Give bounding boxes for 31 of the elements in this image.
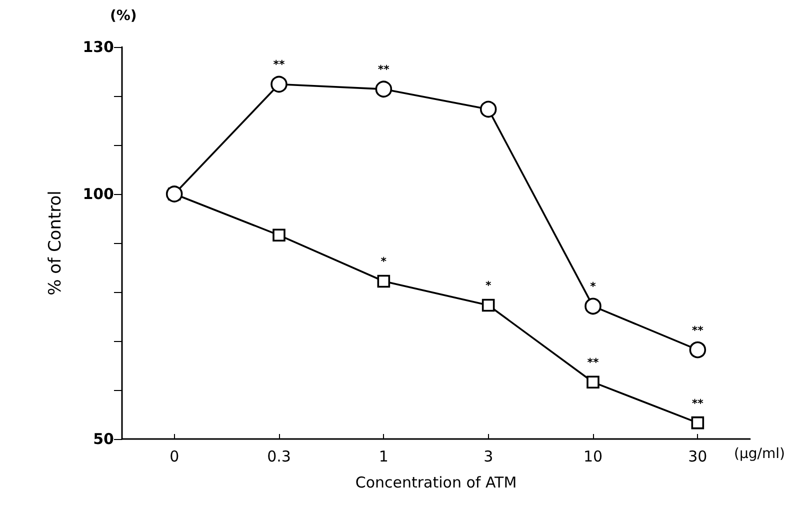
point [270,76,288,93]
y-tick-label: 50 [93,430,114,448]
annotation: * [590,280,596,294]
point [375,80,392,98]
point [377,274,390,288]
point [586,376,600,389]
x-tick-label: 30 [688,448,708,466]
y-tick-label: 130 [82,38,114,56]
x-tick-label: 0.3 [267,448,291,466]
text: (μg/ml) [734,446,786,462]
y-tick-label: 100 [82,185,114,203]
point [691,416,704,430]
x-tick-label: 0 [170,448,180,466]
annotation: ** [273,58,285,72]
x-tick-label: 10 [583,448,603,466]
x-axis-title: Concentration of ATM [355,474,517,492]
point [584,298,602,315]
annotation: ** [378,63,390,76]
point [480,100,497,118]
y-axis-title: % of Control [46,190,66,296]
annotation: ** [692,324,704,337]
annotation: * [485,279,492,292]
point [482,298,495,312]
x-tick-label: 3 [484,448,494,466]
annotation: * [380,255,387,268]
point [689,341,706,358]
text: (%) [110,8,137,24]
annotation: ** [692,396,704,410]
point [272,228,286,242]
x-tick-label: 1 [378,448,388,466]
annotation: ** [587,356,599,370]
